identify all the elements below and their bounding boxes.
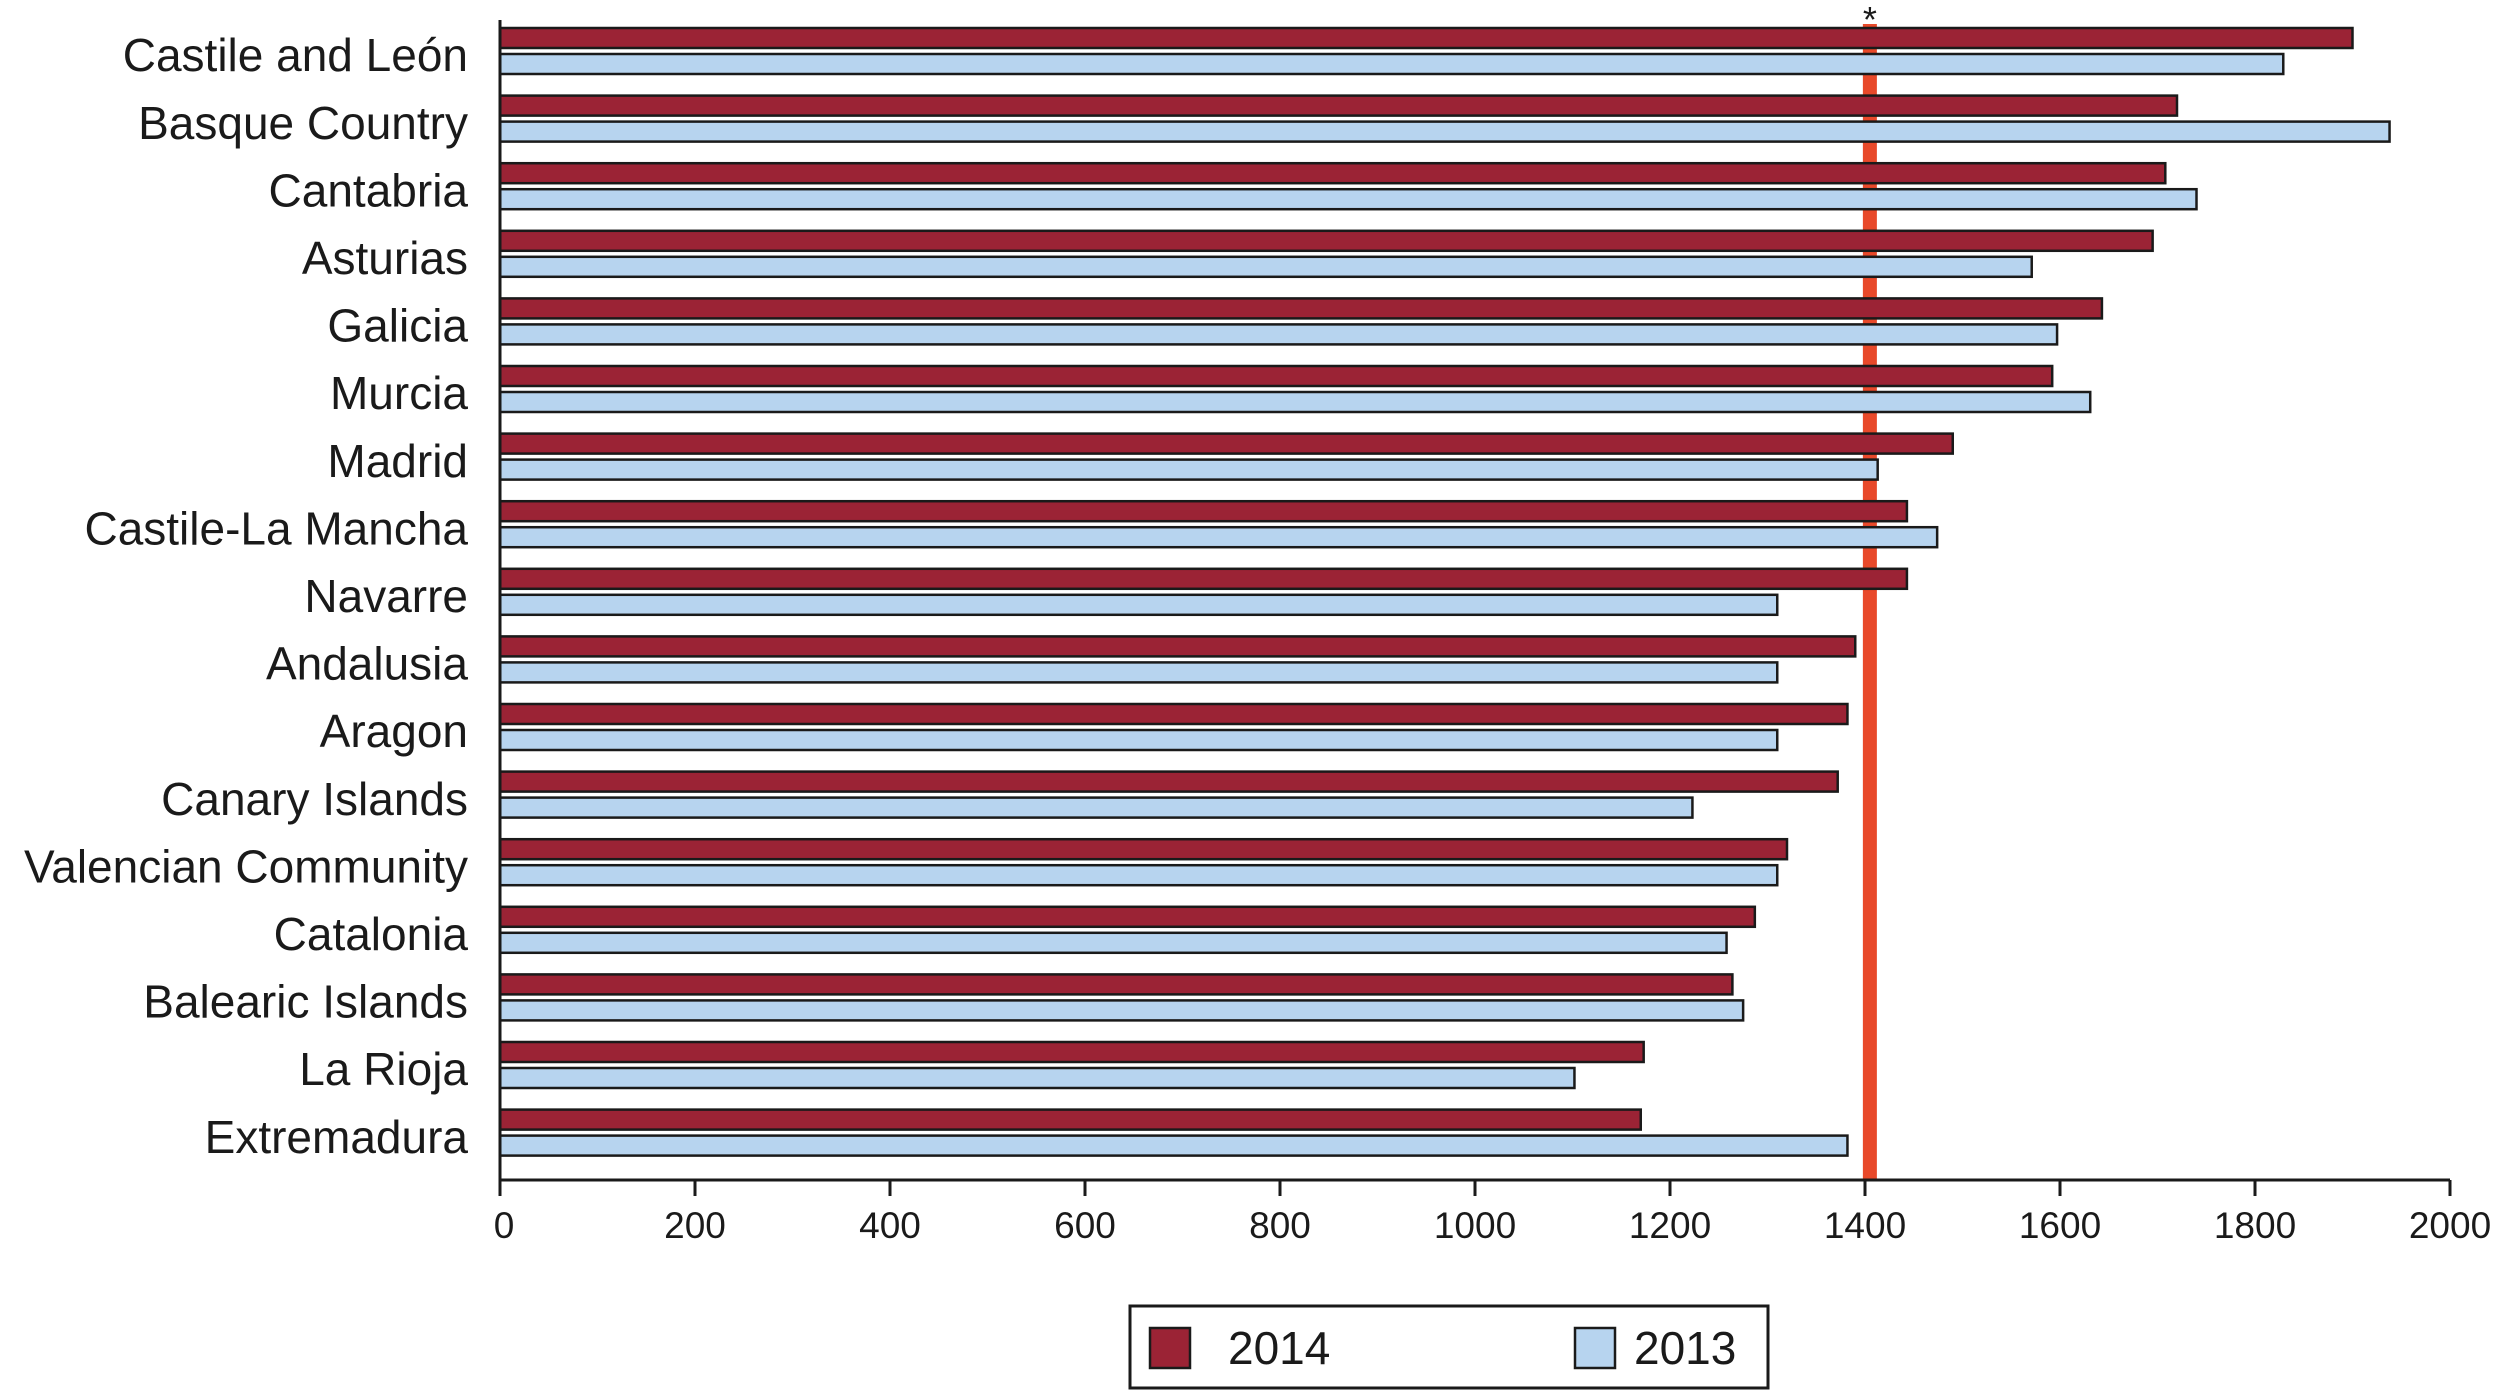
bar-2014 <box>498 297 2104 320</box>
x-tick-label: 1800 <box>2214 1205 2296 1246</box>
legend-label-2014: 2014 <box>1228 1322 1330 1374</box>
x-tick-label: 1000 <box>1434 1205 1516 1246</box>
category-label: Extremadura <box>205 1111 469 1163</box>
category-label: Madrid <box>327 435 468 487</box>
category-label: La Rioja <box>299 1043 468 1095</box>
bar-2013 <box>498 187 2198 211</box>
category-label: Galicia <box>327 300 468 352</box>
bar-2014 <box>498 94 2179 117</box>
category-label: Castile and León <box>123 29 468 81</box>
legend-swatch-2014 <box>1148 1326 1192 1370</box>
bar-2013 <box>498 1066 1576 1090</box>
category-label: Murcia <box>330 367 468 419</box>
category-labels: Castile and León Basque Country Cantabria A… <box>24 29 468 1163</box>
bar-2013 <box>498 728 1779 752</box>
category-label: Basque Country <box>138 97 468 149</box>
bar-2014 <box>498 26 2354 50</box>
legend-swatch-2013 <box>1573 1326 1617 1370</box>
category-label: Aragon <box>320 705 468 757</box>
legend: 2014 2013 <box>1128 1304 1770 1390</box>
bar-2014 <box>498 837 1789 861</box>
bar-2013 <box>498 390 2092 414</box>
x-tick-label: 800 <box>1249 1205 1311 1246</box>
bar-2014 <box>498 905 1757 929</box>
x-axis: 0 200 400 600 800 1000 1200 1400 1600 1800 2000 <box>494 20 2491 1246</box>
bar-2014 <box>498 432 1954 455</box>
bar-2014 <box>498 973 1734 996</box>
category-label: Asturias <box>302 232 468 284</box>
x-tick-label: 1400 <box>1824 1205 1906 1246</box>
bars-group <box>498 26 2391 1157</box>
bar-2013 <box>498 661 1779 684</box>
x-tick-label: 1600 <box>2019 1205 2101 1246</box>
bar-2014 <box>498 1040 1645 1064</box>
category-label: Canary Islands <box>161 773 468 825</box>
x-tick-label: 400 <box>859 1205 921 1246</box>
bar-2013 <box>498 1134 1849 1157</box>
bar-2013 <box>498 931 1728 955</box>
bar-2014 <box>498 1108 1642 1131</box>
x-tick-label: 2000 <box>2409 1205 2491 1246</box>
category-label: Valencian Community <box>24 840 468 892</box>
bar-2014 <box>498 770 1839 793</box>
x-tick-label: 0 <box>494 1205 515 1246</box>
category-label: Cantabria <box>269 164 469 216</box>
bar-2014 <box>498 229 2154 253</box>
bar-2014 <box>498 364 2054 388</box>
x-tick-label: 200 <box>664 1205 726 1246</box>
x-tick-label: 600 <box>1054 1205 1116 1246</box>
category-label: Castile-La Mancha <box>84 502 468 554</box>
legend-box <box>1128 1304 1770 1390</box>
bar-2014 <box>498 567 1909 591</box>
bar-2013 <box>498 323 2059 346</box>
bar-2013 <box>498 52 2285 76</box>
bar-2014 <box>498 499 1909 523</box>
bar-2013 <box>498 458 1879 481</box>
x-tick-label: 1200 <box>1629 1205 1711 1246</box>
bar-2013 <box>498 593 1779 617</box>
bar-2013 <box>498 796 1694 819</box>
bar-2014 <box>498 702 1849 726</box>
category-label: Andalusia <box>266 638 468 690</box>
bar-2013 <box>498 525 1939 549</box>
bar-2013 <box>498 863 1779 887</box>
legend-label-2013: 2013 <box>1634 1322 1736 1374</box>
category-label: Catalonia <box>274 908 469 960</box>
bar-2013 <box>498 120 2391 143</box>
bar-2014 <box>498 161 2167 185</box>
bar-2013 <box>498 255 2033 279</box>
category-label: Balearic Islands <box>143 976 468 1028</box>
bar-2013 <box>498 999 1745 1022</box>
bar-2014 <box>498 635 1857 658</box>
category-label: Navarre <box>304 570 468 622</box>
